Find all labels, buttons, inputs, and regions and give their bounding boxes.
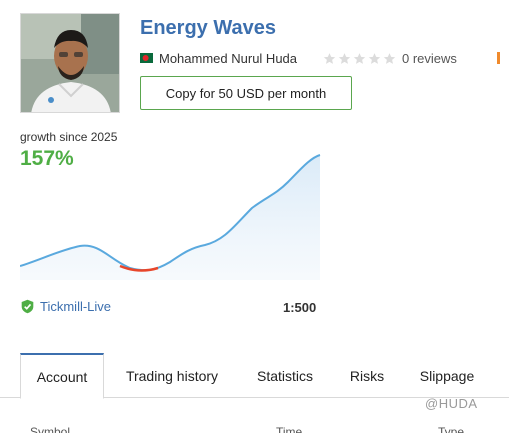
broker-account-link[interactable]: Tickmill-Live [40, 299, 112, 314]
tab-statistics[interactable]: Statistics [256, 367, 313, 384]
verified-check-icon [21, 299, 34, 314]
author-name[interactable]: Mohammed Nurul Huda [159, 50, 298, 66]
star-icon [353, 52, 366, 64]
leverage-value: 1:500 [283, 300, 317, 315]
signal-tabs: Account Trading history Statistics Risks… [0, 353, 509, 399]
column-header-time[interactable]: Time [276, 425, 303, 433]
growth-value: 157% [20, 147, 74, 170]
author-avatar[interactable] [20, 13, 120, 113]
tab-slippage[interactable]: Slippage [419, 367, 475, 384]
growth-chart [20, 154, 321, 280]
signal-title[interactable]: Energy Waves [140, 17, 276, 39]
reviews-link[interactable]: 0 reviews [402, 50, 457, 66]
growth-line [20, 154, 321, 272]
broker-account-row: Tickmill-Live [20, 299, 111, 314]
tab-account[interactable]: Account [20, 353, 104, 399]
star-icon [338, 52, 351, 64]
orange-marker [497, 52, 500, 64]
bangladesh-flag-icon [140, 53, 153, 63]
star-icon [368, 52, 381, 64]
watermark-text: @HUDA [425, 396, 478, 411]
growth-label: growth since 2025 [20, 130, 118, 144]
copy-signal-button[interactable]: Copy for 50 USD per month [140, 76, 352, 110]
column-header-type[interactable]: Type [438, 425, 465, 433]
star-icon [323, 52, 336, 64]
column-header-symbol[interactable]: Symbol [30, 425, 71, 433]
star-icon [383, 52, 396, 64]
growth-area [20, 155, 320, 280]
drawdown-segment [119, 264, 159, 272]
avatar-image [21, 14, 119, 112]
tab-risks[interactable]: Risks [349, 367, 385, 384]
rating-stars [323, 52, 396, 65]
author-row: Mohammed Nurul Huda 0 reviews [140, 49, 457, 67]
tab-trading-history[interactable]: Trading history [125, 367, 219, 384]
